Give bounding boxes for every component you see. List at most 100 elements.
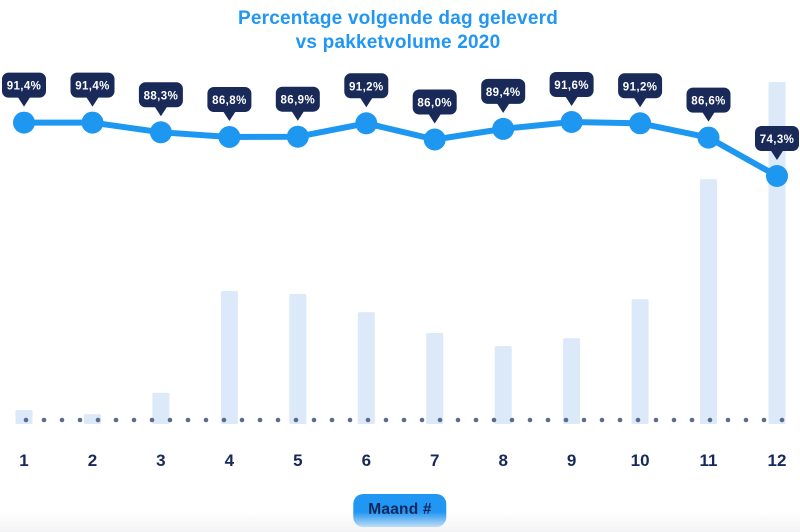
x-axis-label: 4 xyxy=(224,451,235,470)
baseline-dot xyxy=(779,417,785,423)
baseline-dot xyxy=(185,417,191,423)
data-point xyxy=(149,121,172,144)
tooltip-value: 91,2% xyxy=(623,81,658,93)
baseline-dot xyxy=(131,417,137,423)
tooltip-bubble xyxy=(481,78,526,104)
baseline-dot xyxy=(329,417,335,423)
baseline-dot xyxy=(167,417,173,423)
tooltip-value: 86,0% xyxy=(417,98,452,110)
x-axis-label: 9 xyxy=(566,451,577,470)
volume-bar xyxy=(15,410,33,424)
baseline-dot xyxy=(239,417,245,423)
volume-bar xyxy=(494,346,512,424)
volume-bar xyxy=(631,299,649,424)
baseline-dot xyxy=(293,417,299,423)
tooltip-pointer xyxy=(17,96,31,107)
data-point xyxy=(423,128,446,151)
x-axis-label: 5 xyxy=(293,451,303,470)
tooltip-bubble xyxy=(755,126,799,151)
baseline-dot xyxy=(581,417,587,423)
chart-title-line2: vs pakketvolume 2020 xyxy=(295,32,501,53)
baseline-dot xyxy=(617,417,623,423)
baseline-dot xyxy=(473,417,479,423)
baseline-dot xyxy=(401,417,407,423)
baseline-dot xyxy=(455,417,461,423)
tooltip-value: 86,9% xyxy=(280,95,315,107)
value-tooltip: 86,9% xyxy=(275,86,320,121)
x-axis-label: 2 xyxy=(87,451,98,470)
baseline-dot xyxy=(59,417,65,423)
baseline-dot xyxy=(437,417,443,423)
baseline-dot xyxy=(545,417,551,423)
tooltip-pointer xyxy=(633,97,647,108)
value-tooltip: 86,0% xyxy=(412,89,457,124)
tooltip-value: 74,3% xyxy=(760,134,795,146)
tooltip-bubble xyxy=(686,87,731,113)
baseline-dot xyxy=(671,417,677,423)
baseline-dot xyxy=(23,417,29,423)
tooltip-pointer xyxy=(222,111,236,121)
baseline-dot xyxy=(635,417,641,423)
x-axis-title-pill: Maand # xyxy=(353,494,447,527)
baseline-dot xyxy=(599,417,605,423)
data-point xyxy=(492,117,515,140)
tooltip-bubble xyxy=(549,72,594,97)
baseline-dot xyxy=(563,417,569,423)
x-axis-label: 7 xyxy=(429,451,440,470)
chart-title: Percentage volgende dag geleverd vs pakk… xyxy=(0,7,796,55)
x-axis-label: 6 xyxy=(361,451,372,470)
baseline-dot xyxy=(419,417,425,423)
x-axis-label: 11 xyxy=(699,451,718,470)
baseline-dot xyxy=(113,417,119,423)
x-axis-label: 10 xyxy=(630,451,650,470)
data-point xyxy=(355,112,378,135)
tooltip-value: 91,2% xyxy=(349,81,384,93)
data-point xyxy=(13,111,35,134)
value-tooltip: 86,8% xyxy=(207,87,252,121)
baseline-dot xyxy=(491,417,497,423)
baseline-dot xyxy=(149,417,155,423)
baseline-dot xyxy=(509,417,515,423)
tooltip-value: 91,4% xyxy=(7,81,42,93)
tooltip-pointer xyxy=(86,96,99,107)
x-axis-label: 1 xyxy=(19,451,29,470)
value-tooltip: 74,3% xyxy=(755,126,799,160)
tooltip-pointer xyxy=(154,106,168,117)
baseline-dot xyxy=(743,417,749,423)
baseline-dot xyxy=(275,417,281,423)
tooltip-bubble xyxy=(138,82,183,108)
baseline-dot xyxy=(203,417,209,423)
tooltip-bubble xyxy=(412,89,457,115)
baseline-dot xyxy=(725,417,731,423)
data-point xyxy=(629,112,652,135)
baseline-dot xyxy=(689,417,695,423)
tooltip-bubble xyxy=(618,73,663,99)
baseline-dot xyxy=(383,417,389,423)
data-point xyxy=(560,111,583,133)
tooltip-pointer xyxy=(496,102,510,113)
baseline-dot xyxy=(311,417,317,423)
value-tooltip: 91,4% xyxy=(70,72,115,107)
tooltip-bubble xyxy=(344,73,389,99)
tooltip-bubble xyxy=(207,87,252,112)
baseline-dot xyxy=(347,417,353,423)
value-tooltip: 91,4% xyxy=(2,72,46,107)
chart-title-line1: Percentage volgende dag geleverd xyxy=(237,8,558,29)
tooltip-value: 91,4% xyxy=(75,81,110,93)
volume-bar xyxy=(700,179,717,424)
x-axis-label: 3 xyxy=(156,451,166,470)
tooltip-bubble xyxy=(2,72,46,98)
value-tooltip: 91,2% xyxy=(344,73,389,108)
x-axis-label: 12 xyxy=(767,451,787,470)
tooltip-value: 88,3% xyxy=(144,90,179,102)
baseline-dot xyxy=(95,417,101,423)
tooltip-bubble xyxy=(70,72,115,98)
data-point xyxy=(81,111,104,134)
baseline-dot xyxy=(527,417,533,423)
tooltip-pointer xyxy=(359,97,373,108)
x-axis-label: 8 xyxy=(498,451,508,470)
volume-bar xyxy=(563,338,581,424)
data-point xyxy=(766,165,788,187)
